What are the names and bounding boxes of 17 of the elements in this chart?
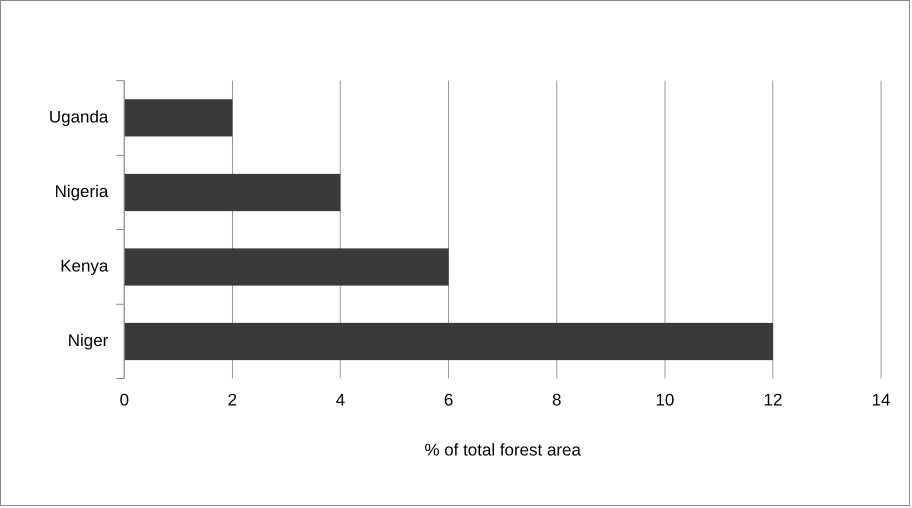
y-tick-label: Kenya xyxy=(60,256,109,276)
x-tick-label: 2 xyxy=(228,390,238,410)
bar xyxy=(124,174,340,212)
x-tick-label: 8 xyxy=(552,390,562,410)
bar xyxy=(124,99,232,137)
bar xyxy=(124,322,773,360)
x-tick-label: 14 xyxy=(872,390,890,410)
bar xyxy=(124,248,449,286)
x-tick-label: 12 xyxy=(764,390,782,410)
x-tick-label: 0 xyxy=(120,390,129,410)
x-tick-label: 4 xyxy=(336,390,346,410)
y-tick-label: Niger xyxy=(68,331,109,350)
x-tick-label: 10 xyxy=(655,390,674,410)
y-tick-label: Nigeria xyxy=(54,182,109,202)
x-axis-title: % of total forest area xyxy=(424,440,582,460)
y-tick-label: Uganda xyxy=(48,108,109,127)
x-tick-label: 6 xyxy=(444,390,454,410)
